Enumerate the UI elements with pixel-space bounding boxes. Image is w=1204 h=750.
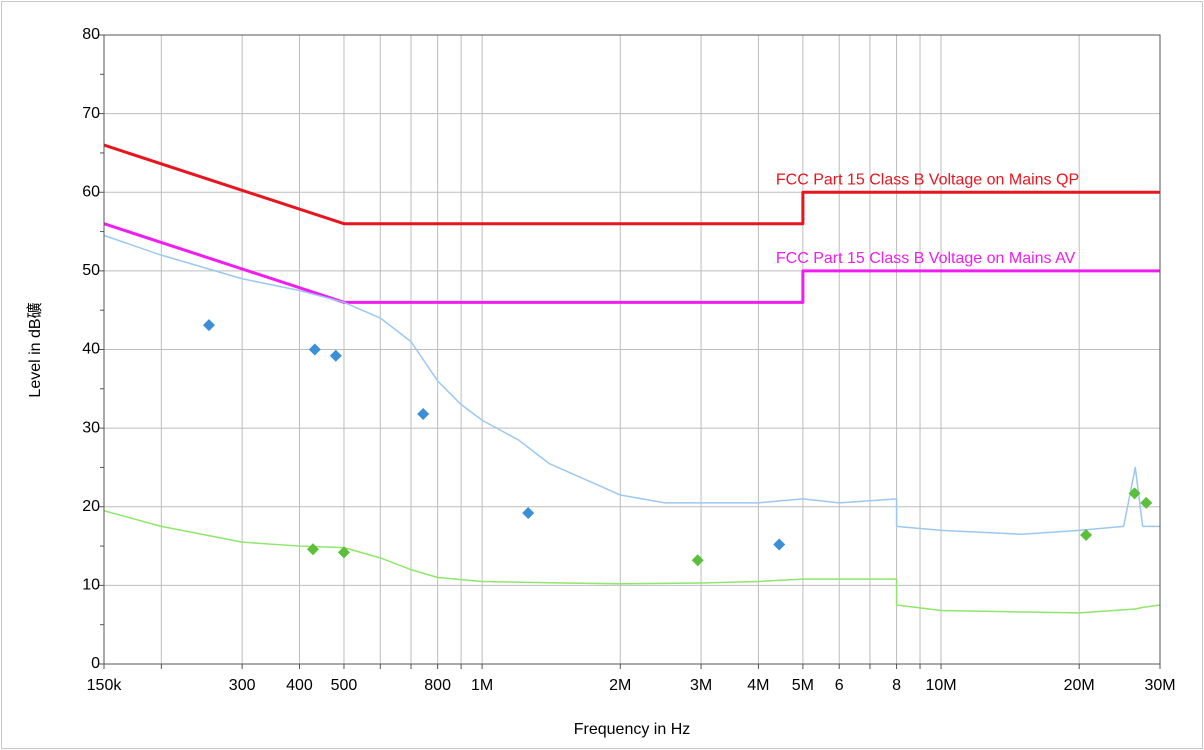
x-tick-label: 3M	[690, 677, 712, 694]
data-point	[1080, 529, 1093, 542]
y-tick-label: 80	[82, 26, 100, 43]
y-tick-label: 10	[82, 577, 100, 594]
data-point	[1140, 496, 1153, 509]
series-line	[104, 222, 1160, 304]
series-line	[104, 509, 1160, 614]
x-axis-label: Frequency in Hz	[574, 721, 691, 738]
data-point	[202, 319, 215, 332]
x-tick-label: 1M	[471, 677, 493, 694]
series-line	[104, 234, 1160, 536]
data-point	[522, 507, 535, 520]
x-tick-label: 800	[424, 677, 451, 694]
limit-label: FCC Part 15 Class B Voltage on Mains QP	[776, 171, 1079, 188]
x-tick-label: 6	[835, 677, 844, 694]
x-tick-label: 2M	[609, 677, 631, 694]
data-point	[306, 543, 319, 556]
y-tick-label: 20	[82, 498, 100, 515]
x-tick-label: 500	[331, 677, 358, 694]
plot-area: FCC Part 15 Class B Voltage on Mains QP F…	[104, 143, 1160, 614]
data-point	[773, 538, 786, 551]
y-tick-label: 70	[82, 105, 100, 122]
y-tick-label: 40	[82, 341, 100, 358]
x-tick-label: 20M	[1064, 677, 1095, 694]
x-tick-label: 10M	[925, 677, 956, 694]
y-axis-label: Level in dB礦	[26, 302, 44, 397]
x-tick-label: 4M	[747, 677, 769, 694]
data-point	[329, 349, 342, 362]
data-point	[308, 343, 321, 356]
y-tick-label: 50	[82, 262, 100, 279]
data-point	[1128, 487, 1141, 500]
y-tick-label: 0	[91, 655, 100, 672]
x-tick-label: 30M	[1144, 677, 1175, 694]
data-point	[417, 407, 430, 420]
y-tick-label: 30	[82, 419, 100, 436]
x-tick-label: 150k	[87, 677, 123, 694]
data-point	[337, 546, 350, 559]
x-tick-label: 400	[286, 677, 313, 694]
series-line	[104, 143, 1160, 226]
x-tick-label: 8	[892, 677, 901, 694]
grid	[103, 34, 1161, 665]
data-point	[691, 554, 704, 567]
x-tick-label: 300	[229, 677, 256, 694]
x-tick-label: 5M	[792, 677, 814, 694]
limit-label: FCC Part 15 Class B Voltage on Mains AV	[776, 250, 1076, 267]
y-tick-label: 60	[82, 183, 100, 200]
